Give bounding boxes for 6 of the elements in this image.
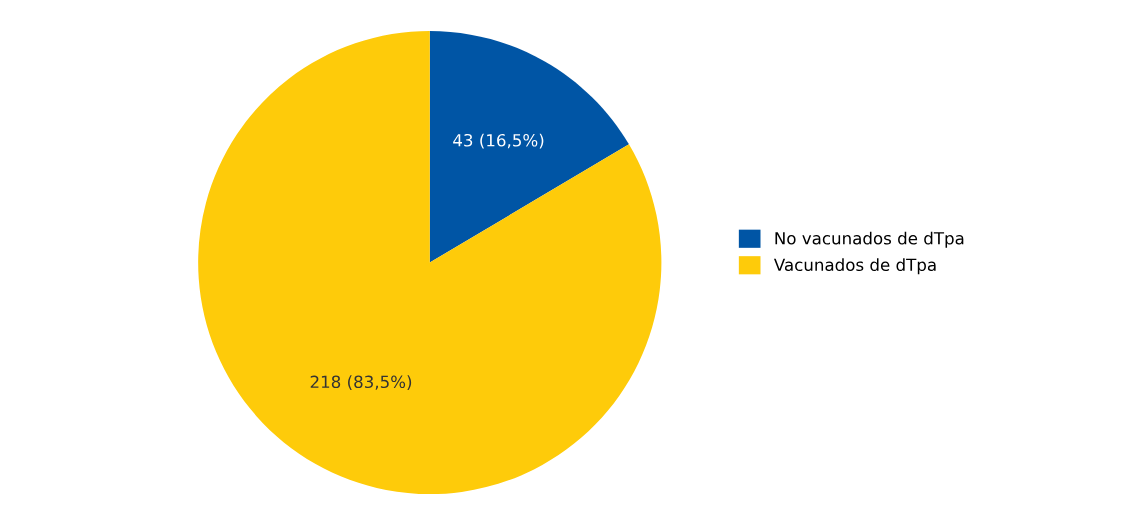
pie-slice: [198, 30, 662, 495]
legend-label: Vacunados de dTpa: [773, 258, 936, 275]
data-label: 43 (16,5%): [453, 133, 544, 149]
pie-slice: [429, 30, 629, 263]
data-label: 218 (83,5%): [310, 375, 412, 391]
legend-label: No vacunados de dTpa: [775, 231, 964, 248]
